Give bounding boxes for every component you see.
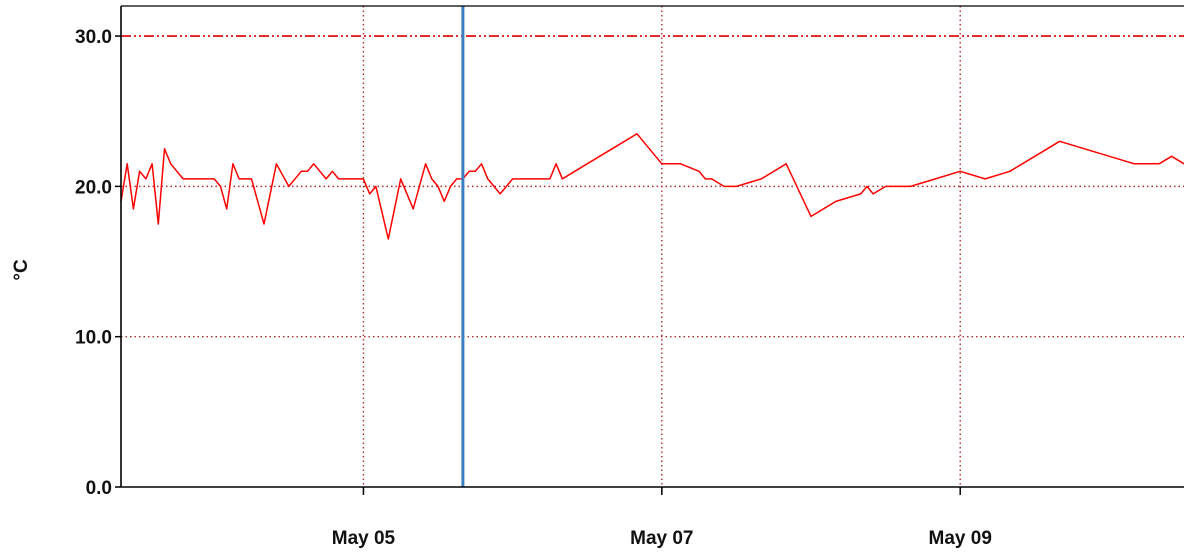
x-tick-label: May 09 xyxy=(929,528,992,549)
grid xyxy=(121,6,1184,487)
y-axis-tick-labels: 0.0 10.0 20.0 30.0 xyxy=(75,27,112,499)
series-line xyxy=(120,133,1184,240)
y-axis-label: °C xyxy=(11,259,32,281)
x-axis-tick-labels: May 05 May 07 May 09 xyxy=(332,528,992,549)
x-tick-label: May 05 xyxy=(332,528,396,549)
y-tick-label: 0.0 xyxy=(86,478,112,499)
y-tick-label: 20.0 xyxy=(75,177,112,198)
y-tick-label: 30.0 xyxy=(75,27,112,48)
x-tick-label: May 07 xyxy=(630,528,693,549)
y-tick-label: 10.0 xyxy=(75,328,112,349)
axes xyxy=(115,5,1184,495)
